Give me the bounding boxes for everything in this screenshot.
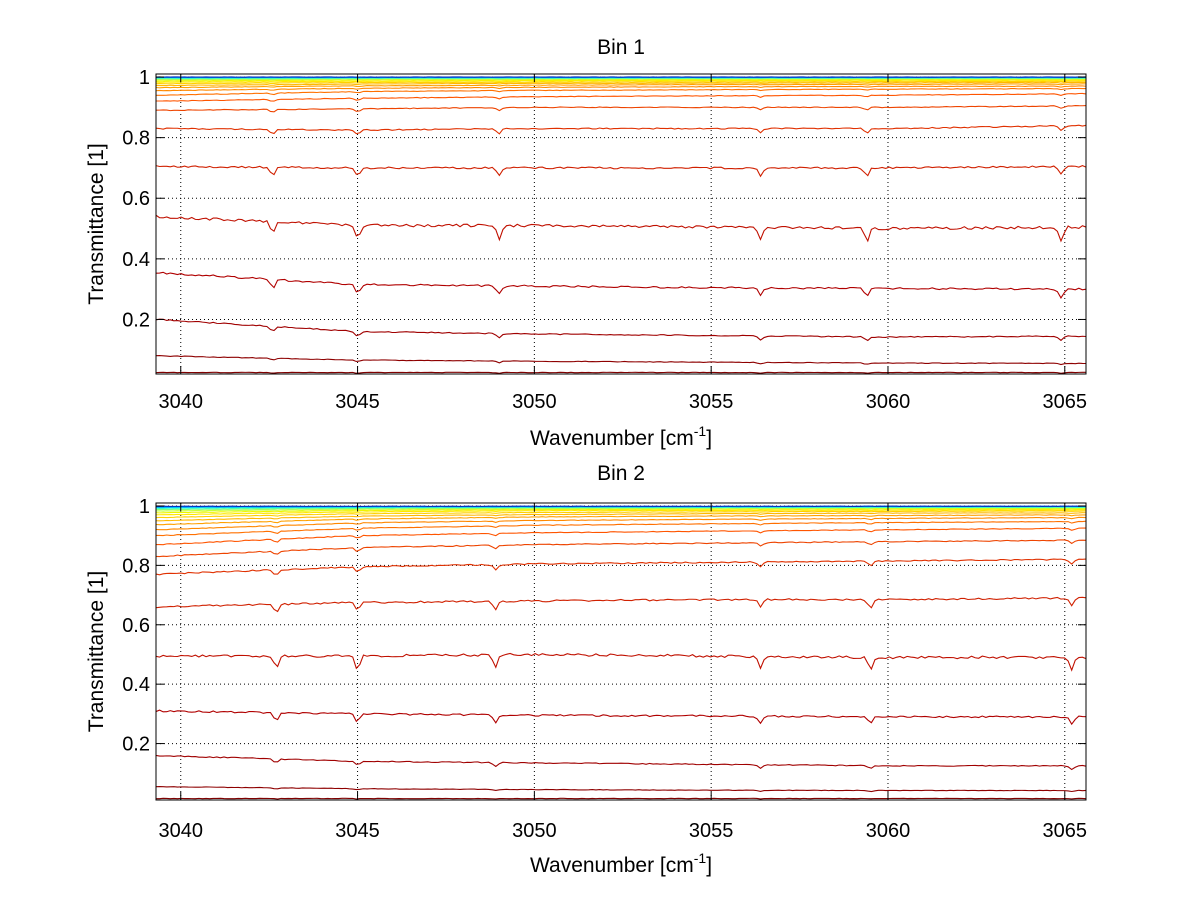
- series-line-8: [155, 104, 1087, 113]
- series-line-4: [155, 709, 1087, 726]
- series-line-13: [155, 512, 1087, 522]
- series-line-6: [155, 596, 1087, 613]
- x-axis-label: Wavenumber [cm-1]: [530, 423, 712, 450]
- x-tick-label: 3055: [689, 391, 734, 413]
- series-line-1: [155, 797, 1087, 800]
- y-tick-label: 0.8: [122, 555, 150, 577]
- x-tick-label: 3040: [159, 391, 204, 413]
- x-axis-label-text: Wavenumber [cm: [530, 854, 694, 877]
- series-line-15: [155, 79, 1087, 83]
- y-tick-label: 0.6: [122, 188, 150, 210]
- series-line-7: [155, 124, 1087, 135]
- series-line-3: [155, 318, 1087, 342]
- x-axis-label: Wavenumber [cm-1]: [530, 850, 712, 877]
- y-axis-label: Transmittance [1]: [85, 143, 108, 304]
- series-line-5: [155, 652, 1087, 672]
- chart-title: Bin 2: [597, 462, 645, 485]
- series-line-15: [155, 509, 1087, 516]
- series-line-16: [155, 508, 1087, 514]
- series-line-16: [155, 78, 1087, 82]
- y-tick-label: 0.6: [122, 615, 150, 637]
- axes-box: [155, 502, 1087, 801]
- series-line-7: [155, 558, 1087, 576]
- series-line-2: [155, 354, 1087, 366]
- series-line-12: [155, 514, 1087, 526]
- series-line-5: [155, 214, 1087, 243]
- plot-area: [156, 74, 1086, 374]
- chart-title: Bin 1: [597, 36, 645, 59]
- x-axis-label-superscript: -1: [694, 423, 707, 439]
- series-line-8: [155, 539, 1087, 558]
- chart-panel-1: 3040 3045 3050 3055 3060 3065 0.2 0.4 0.6 0.8 1 Bin…: [85, 36, 1087, 450]
- axes-box: [155, 73, 1087, 375]
- y-axis-label: Transmittance [1]: [85, 571, 108, 732]
- y-tick-label: 1: [139, 67, 150, 89]
- x-tick-label: 3045: [335, 820, 380, 842]
- x-tick-label: 3050: [512, 391, 557, 413]
- plot-area: [156, 503, 1086, 800]
- series-line-6: [155, 165, 1087, 178]
- series-lines: [155, 505, 1087, 800]
- series-line-14: [155, 80, 1087, 85]
- series-line-9: [155, 527, 1087, 546]
- series-line-12: [155, 83, 1087, 89]
- x-tick-label: 3045: [335, 391, 380, 413]
- x-tick-label: 3060: [866, 820, 911, 842]
- y-tick-label: 0.2: [122, 734, 150, 756]
- x-tick-label: 3065: [1043, 820, 1088, 842]
- x-axis-label-close: ]: [706, 427, 712, 450]
- y-tick-label: 0.4: [122, 249, 150, 271]
- y-tick-label: 0.2: [122, 309, 150, 331]
- x-tick-label: 3050: [512, 820, 557, 842]
- series-line-14: [155, 510, 1087, 519]
- chart-panel-2: 3040 3045 3050 3055 3060 3065 0.2 0.4 0.6 0.8 1 Bin…: [85, 462, 1087, 877]
- x-axis-label-superscript: -1: [694, 850, 707, 866]
- x-tick-label: 3060: [866, 391, 911, 413]
- y-tick-label: 0.8: [122, 128, 150, 150]
- series-line-10: [155, 87, 1087, 96]
- series-line-13: [155, 81, 1087, 87]
- y-tick-label: 0.4: [122, 674, 150, 696]
- series-line-4: [155, 271, 1087, 299]
- y-tick-label: 1: [139, 496, 150, 518]
- x-tick-label: 3055: [689, 820, 734, 842]
- x-axis-label-close: ]: [706, 854, 712, 877]
- x-tick-label: 3040: [159, 820, 204, 842]
- series-line-10: [155, 520, 1087, 537]
- x-axis-label-text: Wavenumber [cm: [530, 427, 694, 450]
- series-line-9: [155, 92, 1087, 102]
- series-line-3: [155, 754, 1087, 771]
- series-lines: [155, 76, 1087, 374]
- series-line-11: [155, 516, 1087, 531]
- x-tick-label: 3065: [1043, 391, 1088, 413]
- series-line-11: [155, 85, 1087, 92]
- series-line-1: [155, 371, 1087, 374]
- series-line-2: [155, 785, 1087, 793]
